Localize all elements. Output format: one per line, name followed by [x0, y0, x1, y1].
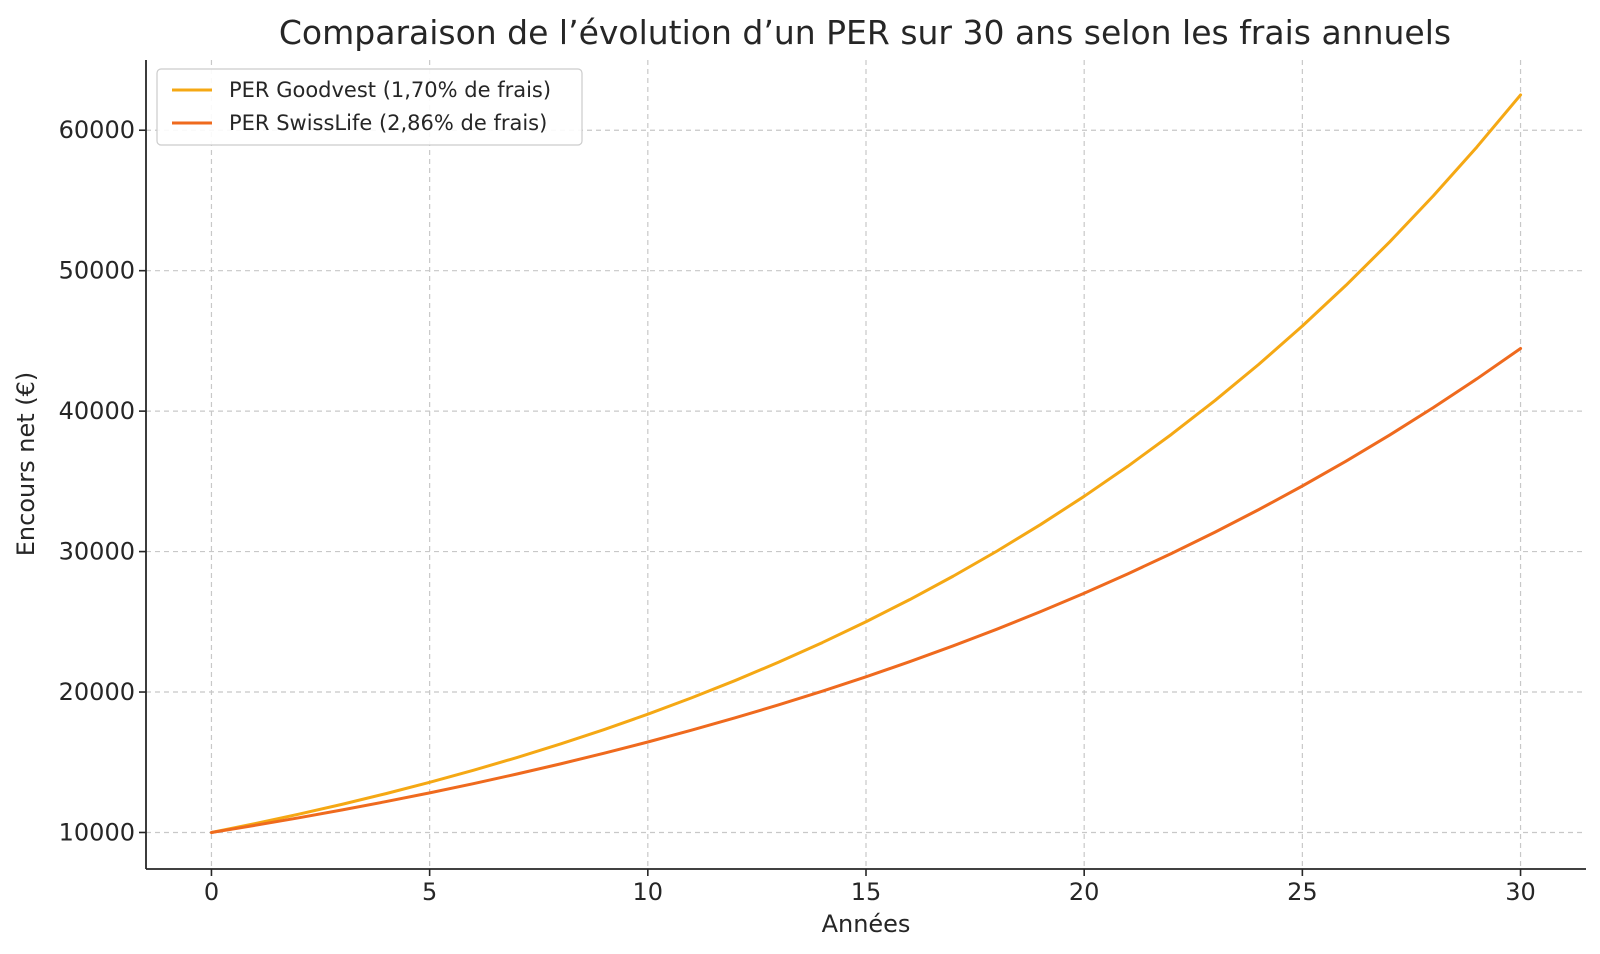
chart-title: Comparaison de l’évolution d’un PER sur …: [279, 13, 1451, 52]
x-tick-label: 30: [1505, 878, 1536, 906]
x-tick-label: 0: [204, 878, 219, 906]
x-tick-label: 20: [1069, 878, 1100, 906]
legend-label-1: PER Goodvest (1,70% de frais): [229, 78, 551, 102]
y-tick-label: 10000: [59, 818, 135, 846]
legend-box: [156, 68, 583, 146]
y-ticks: 10000 20000 30000 40000 50000 60000: [59, 116, 146, 846]
y-tick-label: 40000: [59, 397, 135, 425]
plot-lines: [209, 93, 1523, 834]
x-axis-label: Années: [822, 910, 911, 938]
legend-label-2: PER SwissLife (2,86% de frais): [229, 111, 547, 135]
y-tick-label: 60000: [59, 116, 135, 144]
x-tick-label: 5: [422, 878, 437, 906]
x-tick-label: 25: [1287, 878, 1318, 906]
x-tick-label: 10: [633, 878, 664, 906]
series-line-2: [209, 347, 1523, 834]
grid: [146, 60, 1586, 869]
y-tick-label: 20000: [59, 678, 135, 706]
x-tick-label: 15: [851, 878, 882, 906]
legend: PER Goodvest (1,70% de frais) PER SwissLi…: [156, 68, 583, 146]
y-tick-label: 50000: [59, 257, 135, 285]
y-axis-label: Encours net (€): [12, 372, 40, 556]
series-line-1: [209, 93, 1523, 834]
x-ticks: 0 5 10 15 20 25 30: [204, 869, 1536, 906]
y-tick-label: 30000: [59, 538, 135, 566]
